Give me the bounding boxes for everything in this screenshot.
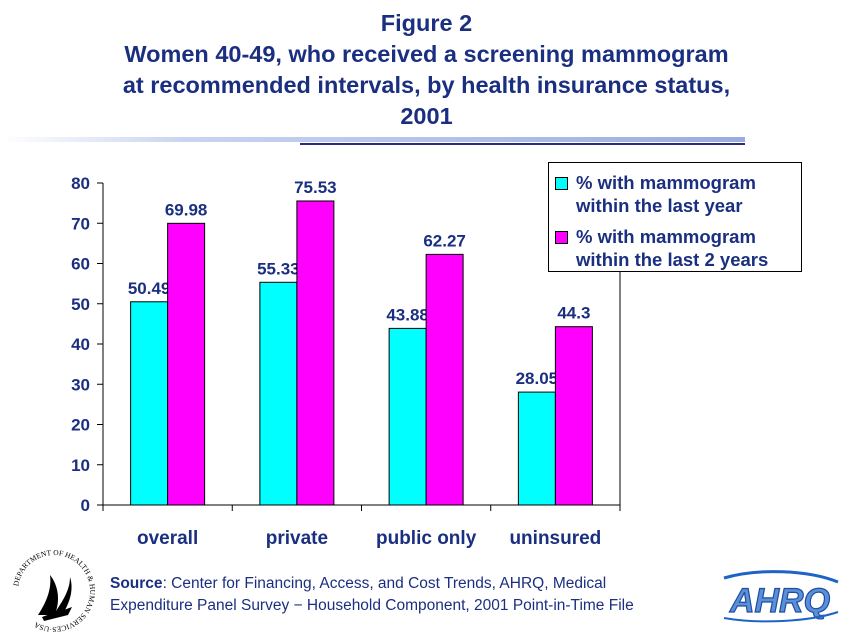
data-label-last-year: 28.05 <box>516 369 559 388</box>
bar-last-year <box>259 281 298 506</box>
hhs-seal-logo: DEPARTMENT OF HEALTH & HUMAN SERVICES·US… <box>11 548 97 634</box>
title-line-1: Figure 2 <box>380 10 473 36</box>
y-tick-label: 80 <box>71 174 90 193</box>
source-line-1: : Center for Financing, Access, and Cost… <box>162 575 607 592</box>
ahrq-logo-text: AHRQ <box>729 582 830 620</box>
x-category-label: public only <box>376 528 477 549</box>
ahrq-logo: AHRQ <box>723 570 839 623</box>
source-line-2: Expenditure Panel Survey − Household Com… <box>110 597 634 614</box>
data-label-last-year: 50.49 <box>128 279 171 298</box>
legend: % with mammogram within the last year % … <box>548 162 802 272</box>
legend-label-last-year: % with mammogram within the last year <box>576 172 756 216</box>
bar-last-2-years <box>554 326 593 506</box>
legend-swatch-last-year <box>555 177 568 190</box>
title-line-2: Women 40-49, who received a screening ma… <box>124 41 729 67</box>
title-line-3: at recommended intervals, by health insu… <box>122 72 731 98</box>
data-label-last-year: 55.33 <box>257 259 300 278</box>
bar-last-2-years <box>167 222 206 506</box>
data-label-last-2-years: 62.27 <box>423 231 466 250</box>
data-label-last-2-years: 44.3 <box>557 304 590 323</box>
data-label-last-2-years: 75.53 <box>294 178 337 197</box>
bar-last-2-years <box>296 200 335 506</box>
legend-swatch-last-2-years <box>555 231 568 244</box>
y-tick-label: 20 <box>71 416 90 435</box>
y-tick-label: 70 <box>71 214 90 233</box>
bar-last-year <box>517 391 556 506</box>
legend-label-last-2-years: % with mammogram within the last 2 years <box>576 226 769 270</box>
y-tick-label: 60 <box>71 255 90 274</box>
x-category-label: overall <box>137 528 198 549</box>
chart-title: Figure 2 Women 40-49, who received a scr… <box>0 8 853 132</box>
x-category-label: uninsured <box>509 528 601 549</box>
y-tick-label: 40 <box>71 335 90 354</box>
bar-last-year <box>130 301 169 506</box>
source-note: Source: Center for Financing, Access, an… <box>110 573 634 617</box>
y-tick-label: 10 <box>71 456 90 475</box>
y-tick-label: 0 <box>81 496 90 515</box>
title-rule-gradient <box>0 137 745 142</box>
data-label-last-2-years: 69.98 <box>165 200 208 219</box>
bar-last-2-years <box>425 253 464 506</box>
y-tick-label: 30 <box>71 375 90 394</box>
title-line-4: 2001 <box>400 103 453 129</box>
legend-item-last-year: % with mammogram within the last year <box>555 171 756 217</box>
data-label-last-year: 43.88 <box>386 305 429 324</box>
title-rule-dark <box>300 143 745 145</box>
source-label: Source <box>110 575 163 592</box>
y-tick-label: 50 <box>71 295 90 314</box>
x-category-label: private <box>266 528 328 549</box>
bar-last-year <box>388 327 427 506</box>
legend-item-last-2-years: % with mammogram within the last 2 years <box>555 225 768 271</box>
